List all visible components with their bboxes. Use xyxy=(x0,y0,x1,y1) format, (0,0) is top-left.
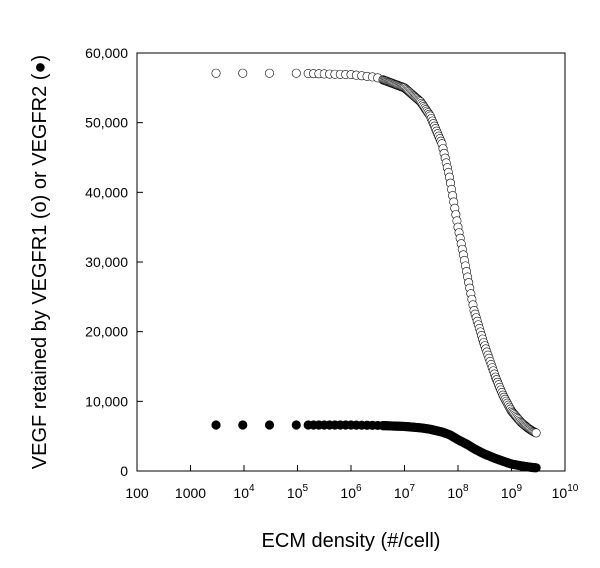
data-point xyxy=(238,420,248,430)
x-axis-title: ECM density (#/cell) xyxy=(262,530,441,552)
x-tick-label: 1010 xyxy=(552,483,579,501)
y-tick-label: 50,000 xyxy=(85,115,128,131)
data-point xyxy=(265,68,275,78)
data-point xyxy=(531,428,541,438)
plot-frame xyxy=(136,52,566,472)
y-tick-label: 20,000 xyxy=(85,324,128,340)
series-layer xyxy=(211,68,541,473)
x-tick-label: 1000 xyxy=(175,485,206,501)
data-point xyxy=(211,68,221,78)
x-axis-ticks: 100 1000 104 105 106 107 108 109 1010 xyxy=(125,465,579,501)
series-vegfr1 xyxy=(211,68,541,438)
data-point xyxy=(238,68,248,78)
x-tick-label: 105 xyxy=(287,483,309,501)
y-axis-title: VEGF retained by VEGFR1 (o) or VEGFR2 (●… xyxy=(29,55,51,469)
y-tick-label: 60,000 xyxy=(85,45,128,61)
x-tick-label: 109 xyxy=(501,483,523,501)
data-point xyxy=(264,420,275,430)
y-axis-ticks: 0 10,000 20,000 30,000 40,000 50,000 60,000 xyxy=(85,45,143,479)
y-tick-label: 30,000 xyxy=(85,254,128,270)
x-tick-label: 107 xyxy=(394,483,416,501)
y-tick-label: 10,000 xyxy=(85,393,128,409)
x-tick-label: 100 xyxy=(125,485,149,501)
x-tick-label: 108 xyxy=(447,483,469,501)
data-point xyxy=(291,420,301,430)
series-vegfr2 xyxy=(211,420,541,473)
data-point xyxy=(211,420,221,430)
y-tick-label: 0 xyxy=(120,463,128,479)
x-tick-label: 106 xyxy=(340,483,362,501)
x-tick-label: 104 xyxy=(233,483,255,501)
data-point xyxy=(291,68,301,78)
y-tick-label: 40,000 xyxy=(85,184,128,200)
data-point xyxy=(531,463,541,473)
